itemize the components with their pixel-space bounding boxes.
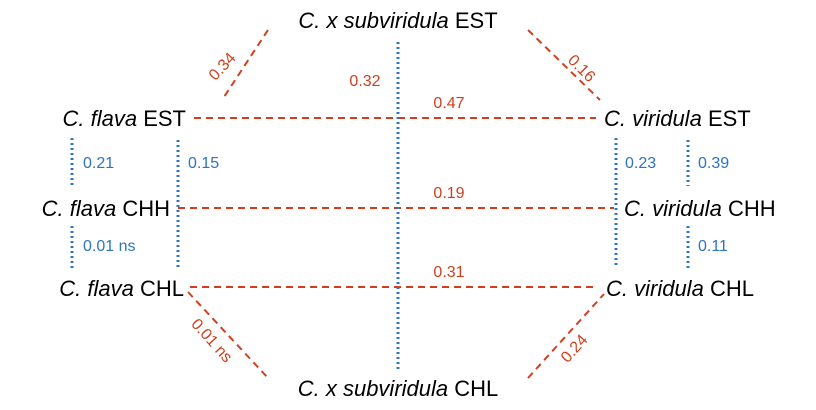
node-viridula-est: C. viridula EST [604,106,751,131]
node-flava-chh-species: C. flava [42,196,117,221]
node-flava-chl-tissue: CHL [140,276,184,301]
edge-line-sub-est-viridula-est [527,29,601,101]
node-sub-est-species: C. x subviridula [298,8,448,33]
edge-label-viridula-chh-viridula-chl: 0.11 [698,238,728,255]
node-flava-chl: C. flava CHL [59,276,184,301]
edge-label-sub-est-flava-est: 0.34 [206,50,240,84]
node-viridula-chh-species: C. viridula [624,196,722,221]
node-viridula-chl: C. viridula CHL [606,276,754,301]
edge-label-sub-chl-viridula-chl: 0.24 [558,332,592,367]
node-viridula-chh: C. viridula CHH [624,196,776,221]
edge-label-flava-chl-viridula-chl: 0.31 [433,264,464,281]
node-viridula-est-species: C. viridula [604,106,702,131]
node-viridula-chl-tissue: CHL [710,276,754,301]
edge-label-sub-est-viridula-est: 0.16 [564,52,598,86]
edge-label-flava-chh-viridula-chh: 0.19 [433,185,464,202]
edge-label-sub-est-sub-chl: 0.32 [349,73,380,90]
node-flava-est-tissue: EST [143,106,186,131]
node-flava-est: C. flava EST [62,106,186,131]
node-sub-chl: C. x subviridula CHL [298,376,499,401]
edge-line-sub-est-flava-est [221,29,269,101]
edge-label-flava-est-flava-chh: 0.21 [83,155,114,172]
node-sub-est: C. x subviridula EST [298,8,497,33]
edge-label-flava-est-viridula-est: 0.47 [433,95,464,112]
edge-label-flava-est-flava-chl: 0.15 [188,155,219,172]
edge-label-sub-chl-flava-chl: 0.01 ns [187,316,235,366]
edge-line-sub-chl-flava-chl [187,291,269,379]
edge-label-flava-chh-flava-chl: 0.01 ns [83,238,135,255]
node-viridula-chl-species: C. viridula [606,276,704,301]
node-sub-chl-tissue: CHL [454,376,498,401]
node-viridula-chh-tissue: CHH [728,196,776,221]
node-flava-chh: C. flava CHH [42,196,170,221]
node-flava-est-species: C. flava [62,106,137,131]
node-sub-est-tissue: EST [455,8,498,33]
node-flava-chl-species: C. flava [59,276,134,301]
edge-line-sub-chl-viridula-chl [527,293,605,379]
edge-label-viridula-est-viridula-chl: 0.23 [625,155,656,172]
node-viridula-est-tissue: EST [708,106,751,131]
node-flava-chh-tissue: CHH [122,196,170,221]
edge-label-viridula-est-viridula-chh: 0.39 [698,155,729,172]
node-sub-chl-species: C. x subviridula [298,376,448,401]
